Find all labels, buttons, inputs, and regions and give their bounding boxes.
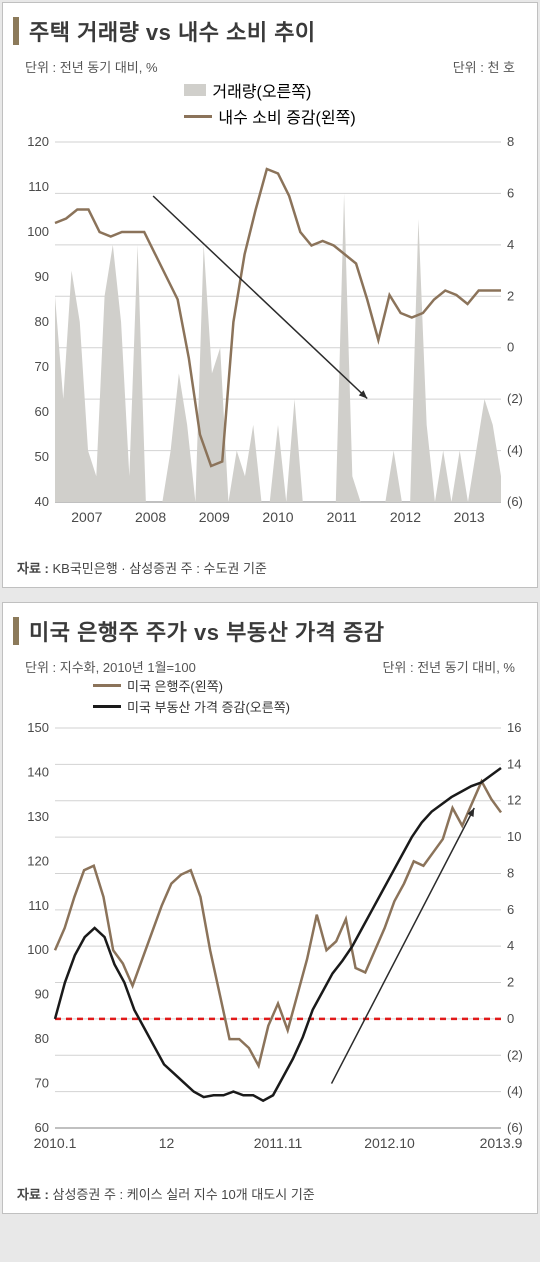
chart2-unit-left: 단위 : 지수화, 2010년 1월=100 [25, 657, 196, 676]
legend-swatch-line-a [93, 684, 121, 687]
title-accent-bar [13, 617, 19, 645]
svg-text:(6): (6) [507, 1120, 523, 1135]
svg-text:70: 70 [35, 359, 49, 374]
svg-text:2: 2 [507, 288, 514, 303]
svg-text:70: 70 [35, 1076, 49, 1091]
chart2-legend-b: 미국 부동산 가격 증감(오른쪽) [127, 697, 290, 716]
svg-text:130: 130 [27, 809, 49, 824]
chart2-footer-label: 자료 : [17, 1187, 49, 1202]
svg-text:(4): (4) [507, 443, 523, 458]
svg-text:6: 6 [507, 185, 514, 200]
svg-text:2010: 2010 [262, 509, 293, 525]
svg-text:0: 0 [507, 340, 514, 355]
chart2-footer-text: 삼성증권 주 : 케이스 실러 지수 10개 대도시 기준 [53, 1187, 315, 1202]
legend-swatch-line [184, 115, 212, 118]
svg-text:50: 50 [35, 449, 49, 464]
svg-text:4: 4 [507, 938, 514, 953]
chart-card-2: 미국 은행주 주가 vs 부동산 가격 증감 단위 : 지수화, 2010년 1… [2, 602, 538, 1214]
svg-text:(2): (2) [507, 1047, 523, 1062]
chart1-footer-text: KB국민은행 · 삼성증권 주 : 수도권 기준 [53, 561, 267, 576]
svg-text:8: 8 [507, 865, 514, 880]
chart1-footer-label: 자료 : [17, 561, 49, 576]
svg-text:14: 14 [507, 756, 521, 771]
svg-text:8: 8 [507, 136, 514, 149]
svg-text:2012.10: 2012.10 [364, 1135, 415, 1151]
svg-text:2009: 2009 [199, 509, 230, 525]
svg-text:2008: 2008 [135, 509, 166, 525]
svg-text:16: 16 [507, 722, 521, 735]
svg-text:(2): (2) [507, 391, 523, 406]
chart2-units: 단위 : 지수화, 2010년 1월=100 단위 : 전년 동기 대비, % [3, 655, 537, 676]
svg-text:2011.11: 2011.11 [254, 1135, 303, 1151]
chart2-unit-right: 단위 : 전년 동기 대비, % [382, 657, 515, 676]
svg-text:12: 12 [159, 1135, 175, 1151]
chart2-legend-b-row: 미국 부동산 가격 증감(오른쪽) [93, 697, 515, 716]
svg-text:2013: 2013 [454, 509, 485, 525]
title-row-2: 미국 은행주 주가 vs 부동산 가격 증감 [3, 603, 537, 655]
chart2-title: 미국 은행주 주가 vs 부동산 가격 증감 [29, 615, 385, 647]
chart1-plot: 0 2 4 6 8 (2) (4) (6) 40 50 60 70 80 90 100 110 120 2007 2… [3, 132, 537, 548]
svg-text:120: 120 [27, 853, 49, 868]
svg-text:2007: 2007 [71, 509, 102, 525]
svg-text:2010.1: 2010.1 [34, 1135, 77, 1151]
svg-text:90: 90 [35, 987, 49, 1002]
svg-text:(6): (6) [507, 494, 523, 509]
svg-text:100: 100 [27, 942, 49, 957]
svg-text:140: 140 [27, 764, 49, 779]
chart2-legend-a-row: 미국 은행주(왼쪽) [93, 676, 515, 695]
svg-text:40: 40 [35, 494, 49, 509]
svg-text:10: 10 [507, 829, 521, 844]
chart2-legend-a: 미국 은행주(왼쪽) [127, 676, 223, 695]
svg-text:(4): (4) [507, 1084, 523, 1099]
svg-text:2011: 2011 [327, 509, 357, 525]
svg-text:12: 12 [507, 793, 521, 808]
svg-text:2013.9: 2013.9 [480, 1135, 523, 1151]
svg-text:80: 80 [35, 1031, 49, 1046]
svg-text:6: 6 [507, 902, 514, 917]
chart1-units: 단위 : 전년 동기 대비, % 단위 : 천 호 [3, 55, 537, 76]
chart1-footer: 자료 : KB국민은행 · 삼성증권 주 : 수도권 기준 [3, 548, 537, 577]
svg-text:4: 4 [507, 237, 514, 252]
chart1-legend-area: 거래량(오른쪽) [212, 78, 311, 102]
title-accent-bar [13, 17, 19, 45]
chart1-unit-right: 단위 : 천 호 [453, 57, 515, 76]
svg-text:90: 90 [35, 269, 49, 284]
svg-text:110: 110 [28, 898, 49, 913]
svg-text:110: 110 [28, 179, 49, 194]
chart1-legend: 거래량(오른쪽) 내수 소비 증감(왼쪽) [184, 78, 355, 130]
title-row-1: 주택 거래량 vs 내수 소비 추이 [3, 3, 537, 55]
svg-text:2012: 2012 [390, 509, 421, 525]
svg-text:60: 60 [35, 404, 49, 419]
legend-swatch-area [184, 84, 206, 96]
chart2-footer: 자료 : 삼성증권 주 : 케이스 실러 지수 10개 대도시 기준 [3, 1174, 537, 1203]
svg-text:2: 2 [507, 975, 514, 990]
chart1-title: 주택 거래량 vs 내수 소비 추이 [29, 15, 316, 47]
chart1-unit-left: 단위 : 전년 동기 대비, % [25, 57, 158, 76]
svg-text:60: 60 [35, 1120, 49, 1135]
svg-text:80: 80 [35, 314, 49, 329]
svg-text:150: 150 [27, 722, 49, 735]
svg-text:120: 120 [27, 136, 49, 149]
chart-card-1: 주택 거래량 vs 내수 소비 추이 단위 : 전년 동기 대비, % 단위 :… [2, 2, 538, 588]
chart2-plot: 0 2 4 6 8 10 12 14 16 (2) (4) (6) 60 70 80 90 100 110 120 1… [3, 718, 537, 1174]
legend-swatch-line-b [93, 705, 121, 708]
svg-text:100: 100 [27, 224, 49, 239]
chart1-legend-line: 내수 소비 증감(왼쪽) [218, 104, 355, 128]
svg-text:0: 0 [507, 1011, 514, 1026]
